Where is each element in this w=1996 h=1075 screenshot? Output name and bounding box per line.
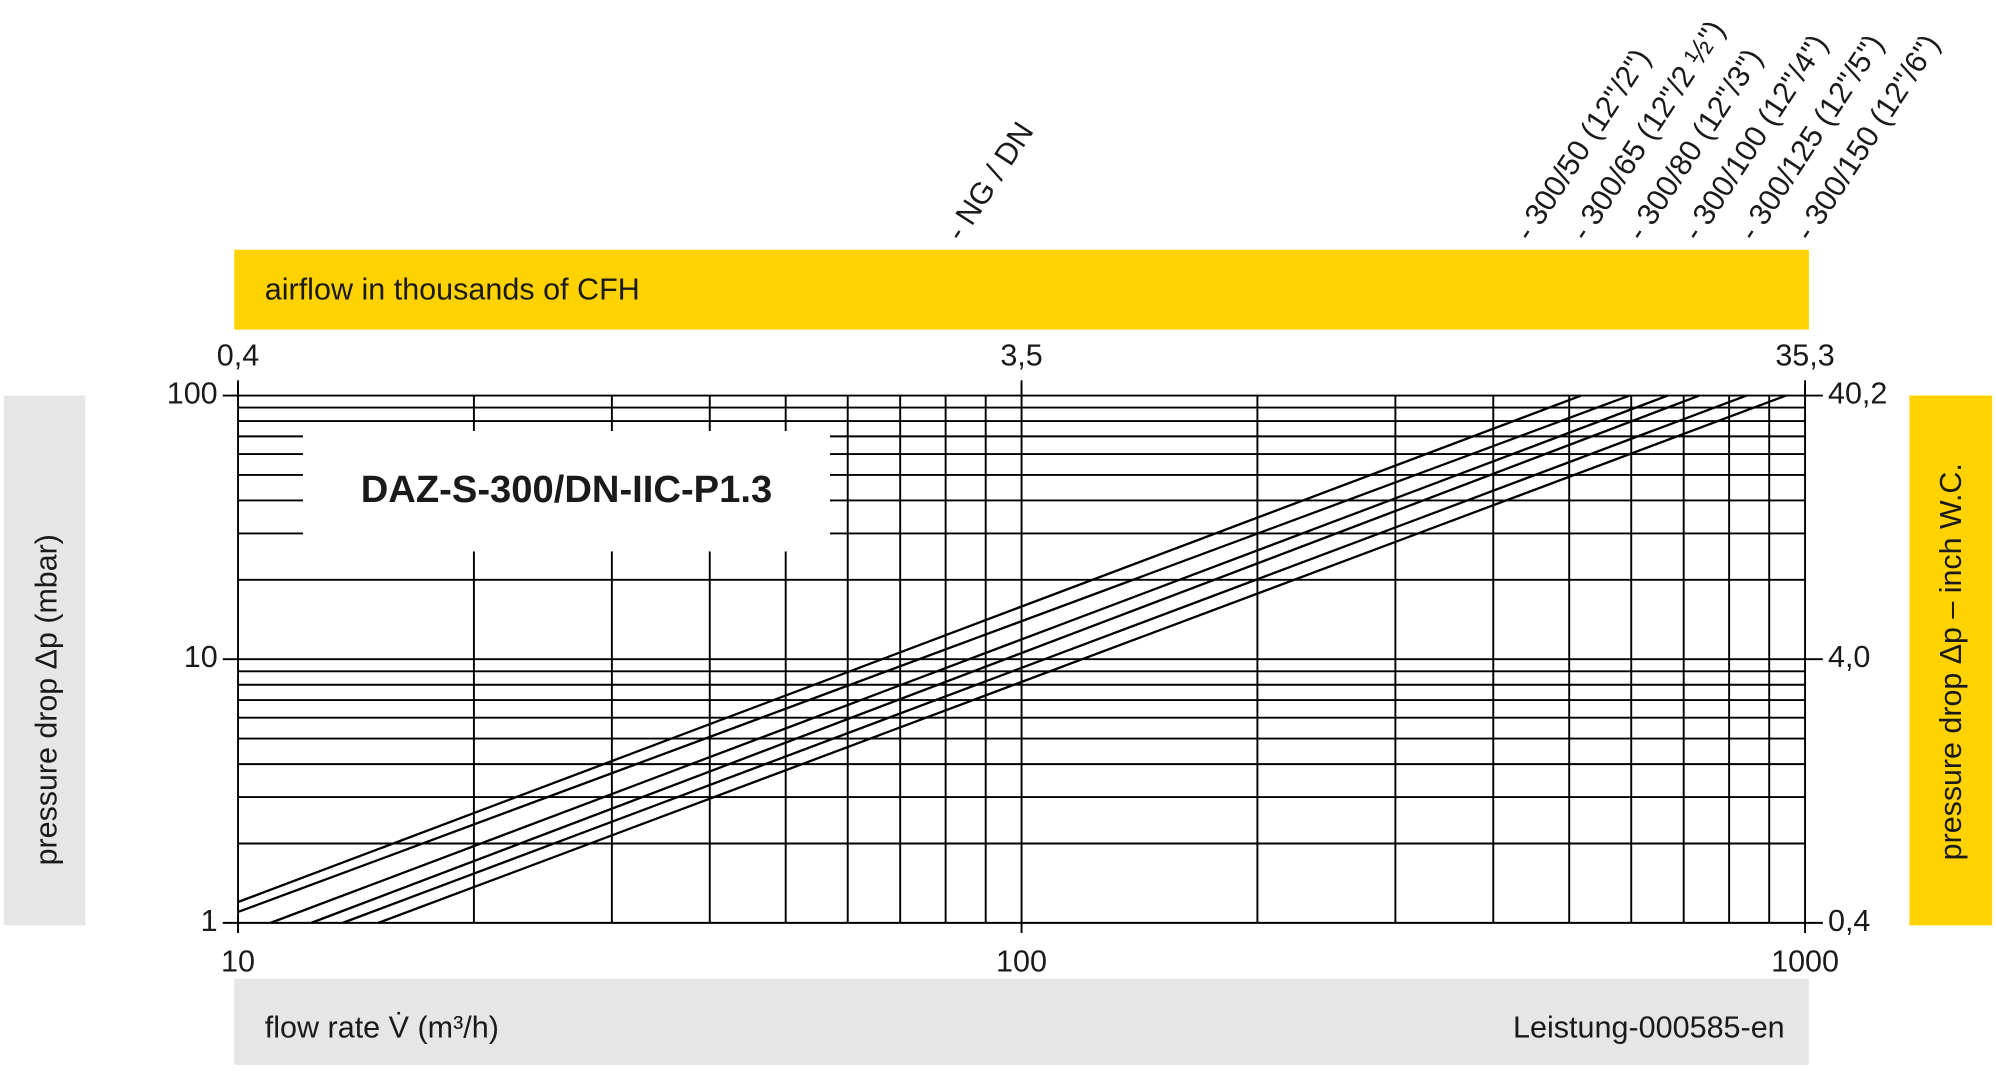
title-background bbox=[302, 431, 830, 552]
footnote: Leistung-000585-en bbox=[1513, 1010, 1785, 1044]
x2-tick-label: 35,3 bbox=[1775, 339, 1834, 373]
series-line bbox=[237, 394, 1582, 904]
y2-tick-label: 4,0 bbox=[1828, 640, 1870, 674]
y-tick-label: 10 bbox=[184, 640, 218, 674]
series-line bbox=[270, 394, 1669, 924]
chart-title: DAZ-S-300/DN-IIC-P1.3 bbox=[361, 469, 773, 511]
series-group-label: - NG / DN bbox=[939, 116, 1041, 246]
x2-axis-label: airflow in thousands of CFH bbox=[265, 273, 640, 307]
y-axis-label: pressure drop Δp (mbar) bbox=[29, 534, 63, 865]
x-tick-label: 100 bbox=[996, 945, 1047, 979]
y2-tick-label: 40,2 bbox=[1828, 377, 1887, 411]
series-line bbox=[342, 394, 1747, 924]
y-label-bar bbox=[3, 395, 86, 926]
y-tick-label: 1 bbox=[201, 904, 218, 938]
x-axis-label: flow rate V̇ (m³/h) bbox=[265, 1010, 499, 1044]
y2-label-bar bbox=[1909, 395, 1993, 926]
y-tick-label: 100 bbox=[167, 377, 218, 411]
x2-tick-label: 0,4 bbox=[217, 339, 259, 373]
series-line bbox=[377, 394, 1787, 924]
x-tick-label: 1000 bbox=[1771, 945, 1839, 979]
y2-tick-label: 0,4 bbox=[1828, 904, 1870, 938]
y2-axis-label: pressure drop Δp – inch W.C. bbox=[1934, 463, 1968, 860]
x-label-bar bbox=[234, 978, 1809, 1065]
series-line bbox=[237, 394, 1630, 914]
x2-label-bar bbox=[234, 249, 1809, 330]
x-tick-label: 10 bbox=[221, 945, 255, 979]
x2-tick-label: 3,5 bbox=[1000, 339, 1042, 373]
series-line bbox=[310, 394, 1700, 924]
